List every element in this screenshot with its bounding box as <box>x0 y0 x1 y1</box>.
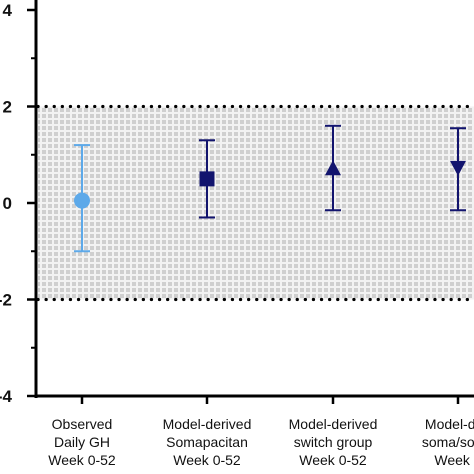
y-tick-label-3: 2 <box>3 98 12 117</box>
reference-band <box>38 106 474 300</box>
y-tick-label-0: -4 <box>0 387 13 406</box>
data-point-1 <box>199 139 215 219</box>
marker-square <box>199 171 215 187</box>
y-tick-label-4: 4 <box>3 1 13 20</box>
category-label-0-line-1: Daily GH <box>54 434 110 450</box>
data-point-0 <box>74 144 90 253</box>
marker-triangle-down <box>450 160 466 176</box>
category-label-2-line-1: switch group <box>294 434 373 450</box>
category-label-0-line-2: Week 0-52 <box>48 452 116 468</box>
marker-circle <box>74 192 90 209</box>
data-point-3 <box>450 127 466 212</box>
category-label-1-line-1: Somapacitan <box>166 434 248 450</box>
category-label-2-line-2: Week 0-52 <box>299 452 367 468</box>
data-point-2 <box>325 124 341 212</box>
category-label-3-line-1: soma/soma <box>422 434 474 450</box>
y-tick-label-1: -2 <box>0 291 12 310</box>
marker-triangle-up <box>325 160 341 176</box>
category-label-1-line-0: Model-derived <box>163 416 252 432</box>
y-tick-label-2: 0 <box>3 194 12 213</box>
category-label-0-line-0: Observed <box>52 416 113 432</box>
category-label-3-line-2: Week 0 <box>434 452 474 468</box>
category-label-1-line-2: Week 0-52 <box>173 452 241 468</box>
category-label-3-line-0: Model-deri <box>425 416 474 432</box>
category-label-2-line-0: Model-derived <box>289 416 378 432</box>
